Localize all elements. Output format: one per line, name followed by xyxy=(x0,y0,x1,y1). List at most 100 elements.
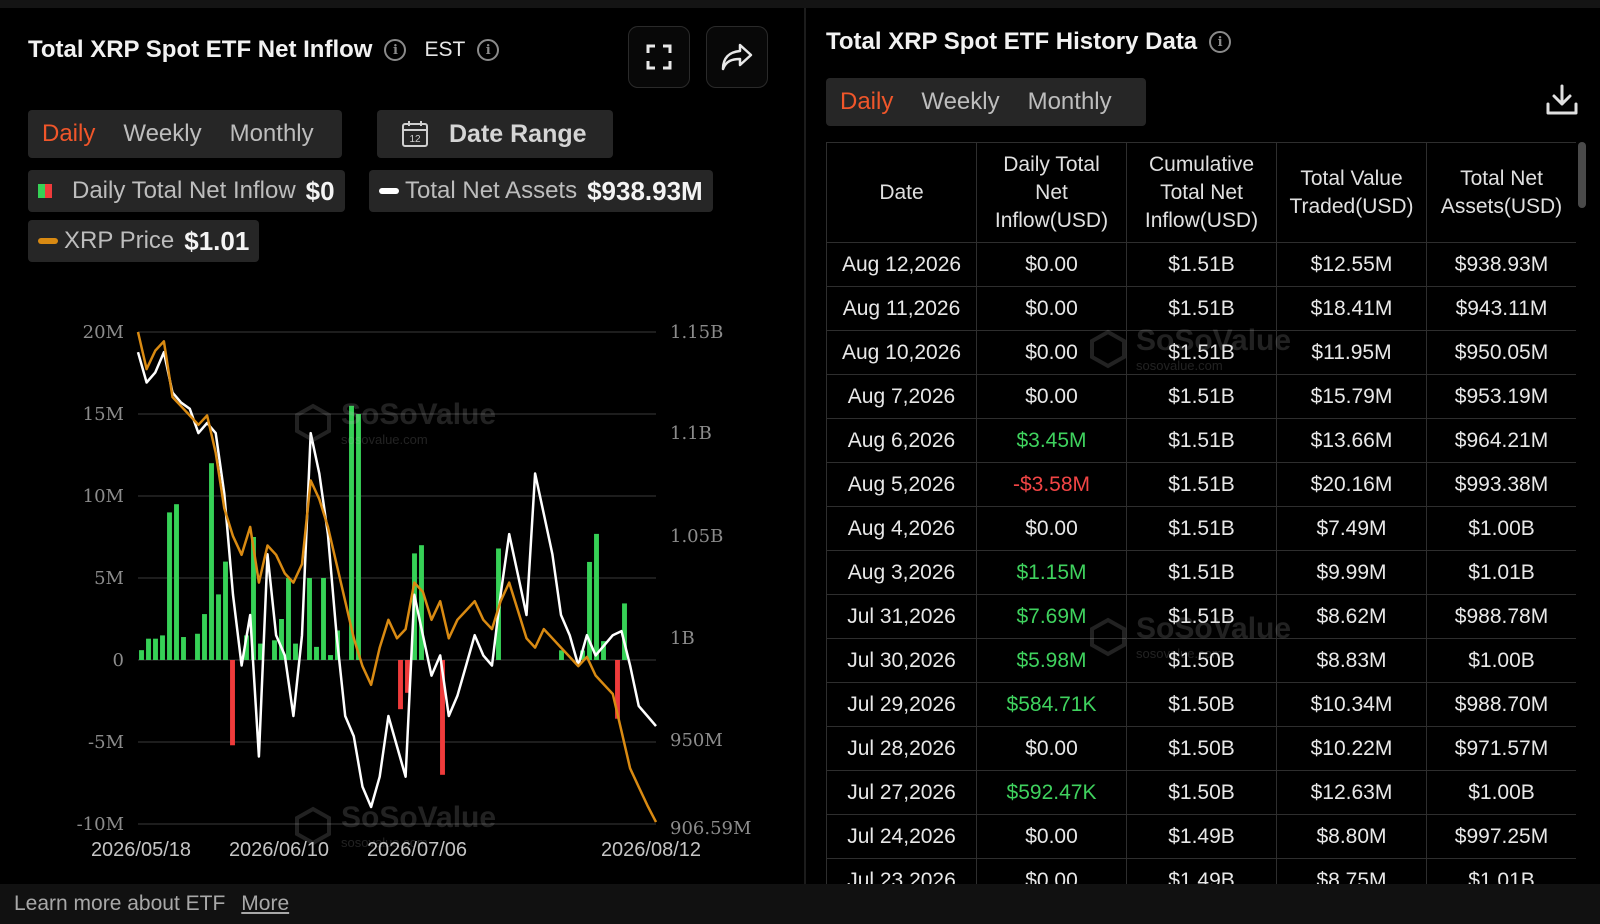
xrp-price-line xyxy=(136,331,658,823)
history-table-container[interactable]: Date Daily Total Net Inflow(USD) Cumulative T… xyxy=(826,142,1576,884)
table-row[interactable]: Aug 12,2026 $0.00 $1.51B $12.55M $938.93M xyxy=(826,242,1576,287)
inflow-bar xyxy=(587,561,592,660)
table-row[interactable]: Jul 28,2026 $0.00 $1.50B $10.22M $971.57M xyxy=(826,726,1576,771)
table-row[interactable]: Aug 3,2026 $1.15M $1.51B $9.99M $1.01B xyxy=(826,550,1576,595)
column-header-line: Daily Total xyxy=(1003,152,1100,176)
table-row[interactable]: Aug 4,2026 $0.00 $1.51B $7.49M $1.00B xyxy=(826,506,1576,551)
panel-divider xyxy=(804,8,806,884)
table-row[interactable]: Jul 29,2026 $584.71K $1.50B $10.34M $988.70M xyxy=(826,682,1576,727)
inflow-bar xyxy=(356,414,361,660)
legend-value: $938.93M xyxy=(587,175,703,206)
cell-total-traded: $8.80M xyxy=(1276,814,1427,859)
info-icon[interactable]: i xyxy=(384,39,407,61)
inflow-bar xyxy=(601,641,606,660)
cell-cumulative-inflow: $1.51B xyxy=(1126,330,1277,375)
legend-daily-inflow[interactable]: Daily Total Net Inflow $0 xyxy=(28,170,345,212)
more-link[interactable]: More xyxy=(241,892,290,915)
cell-total-traded: $13.66M xyxy=(1276,418,1427,463)
tab-weekly[interactable]: Weekly xyxy=(921,88,1000,115)
cell-date: Jul 30,2026 xyxy=(826,638,977,683)
legend-swatch xyxy=(379,188,399,194)
inflow-bar xyxy=(167,512,172,660)
table-scrollbar[interactable] xyxy=(1578,142,1586,208)
cell-daily-inflow: $0.00 xyxy=(976,242,1127,287)
inflow-bar xyxy=(405,660,410,693)
table-row[interactable]: Aug 5,2026 -$3.58M $1.51B $20.16M $993.38M xyxy=(826,462,1576,507)
cell-date: Aug 6,2026 xyxy=(826,418,977,463)
tab-monthly[interactable]: Monthly xyxy=(229,120,314,147)
inflow-bar xyxy=(349,405,354,660)
inflow-bar xyxy=(195,633,200,660)
info-icon[interactable]: i xyxy=(477,39,500,61)
table-row[interactable]: Jul 27,2026 $592.47K $1.50B $12.63M $1.00B xyxy=(826,770,1576,815)
cell-cumulative-inflow: $1.51B xyxy=(1126,506,1277,551)
y-right-tick: 1.15B xyxy=(670,322,723,343)
y-right-tick: 1.05B xyxy=(670,526,723,547)
share-button[interactable] xyxy=(706,26,768,88)
cell-total-traded: $8.83M xyxy=(1276,638,1427,683)
column-header-line: Net xyxy=(1035,180,1068,204)
cell-total-traded: $10.34M xyxy=(1276,682,1427,727)
table-row[interactable]: Jul 23,2026 $0.00 $1.49B $8.75M $1.01B xyxy=(826,858,1576,884)
inflow-bar xyxy=(328,655,333,660)
table-title: Total XRP Spot ETF History Data xyxy=(826,28,1198,55)
inflow-bar xyxy=(286,578,291,660)
legend-net-assets[interactable]: Total Net Assets $938.93M xyxy=(369,170,713,212)
inflow-bar xyxy=(202,614,207,660)
y-right-tick: 1.1B xyxy=(670,423,712,444)
cell-daily-inflow: $0.00 xyxy=(976,330,1127,375)
cell-net-assets: $950.05M xyxy=(1426,330,1576,375)
table-row[interactable]: Jul 31,2026 $7.69M $1.51B $8.62M $988.78M xyxy=(826,594,1576,639)
legend-xrp-price[interactable]: XRP Price $1.01 xyxy=(28,220,260,262)
inflow-bar xyxy=(146,638,151,660)
top-bar xyxy=(0,0,1600,8)
y-left-tick: -10M xyxy=(77,814,124,835)
legend-name: Daily Total Net Inflow xyxy=(72,177,296,204)
table-header-row: Date Daily Total Net Inflow(USD) Cumulative T… xyxy=(826,142,1576,243)
table-period-tabs: Daily Weekly Monthly xyxy=(826,78,1146,126)
cell-cumulative-inflow: $1.51B xyxy=(1126,374,1277,419)
inflow-bar xyxy=(209,463,214,660)
inflow-chart: 20M 15M 10M 5M 0 -5M -10M 1.15B 1.1B 1.05B 1B 950M 9… xyxy=(77,322,752,861)
column-header-line: Assets(USD) xyxy=(1440,194,1563,218)
tab-daily[interactable]: Daily xyxy=(840,88,894,115)
column-header: Date xyxy=(826,142,977,243)
tab-monthly[interactable]: Monthly xyxy=(1027,88,1112,115)
svg-text:12: 12 xyxy=(409,134,421,145)
chart-title: Total XRP Spot ETF Net Inflow xyxy=(28,36,373,63)
info-icon[interactable]: i xyxy=(1209,31,1232,53)
table-row[interactable]: Aug 11,2026 $0.00 $1.51B $18.41M $943.11M xyxy=(826,286,1576,331)
column-header: Total Value Traded(USD) xyxy=(1276,142,1427,243)
date-range-button[interactable]: 12 Date Range xyxy=(377,110,613,158)
footer: Learn more about ETF More xyxy=(0,884,1600,924)
inflow-bar xyxy=(258,643,263,660)
cell-total-traded: $15.79M xyxy=(1276,374,1427,419)
cell-date: Aug 4,2026 xyxy=(826,506,977,551)
share-icon xyxy=(721,43,753,71)
table-row[interactable]: Aug 10,2026 $0.00 $1.51B $11.95M $950.05M xyxy=(826,330,1576,375)
tab-weekly[interactable]: Weekly xyxy=(123,120,202,147)
tab-daily[interactable]: Daily xyxy=(42,120,96,147)
cell-net-assets: $938.93M xyxy=(1426,242,1576,287)
cell-daily-inflow: $592.47K xyxy=(976,770,1127,815)
download-button[interactable] xyxy=(1544,82,1584,122)
inflow-bar xyxy=(181,637,186,660)
cell-net-assets: $953.19M xyxy=(1426,374,1576,419)
inflow-bar xyxy=(174,504,179,660)
fullscreen-button[interactable] xyxy=(628,26,690,88)
table-row[interactable]: Aug 6,2026 $3.45M $1.51B $13.66M $964.21M xyxy=(826,418,1576,463)
x-tick: 2026/07/06 xyxy=(367,839,467,861)
cell-daily-inflow: $0.00 xyxy=(976,506,1127,551)
column-header: Total Net Assets(USD) xyxy=(1426,142,1576,243)
inflow-bar xyxy=(307,578,312,660)
table-row[interactable]: Aug 7,2026 $0.00 $1.51B $15.79M $953.19M xyxy=(826,374,1576,419)
table-row[interactable]: Jul 24,2026 $0.00 $1.49B $8.80M $997.25M xyxy=(826,814,1576,859)
watermark: SoSoValue sosovalue.com xyxy=(1088,324,1291,373)
cell-total-traded: $18.41M xyxy=(1276,286,1427,331)
watermark: SoSoValue sosovalue.com xyxy=(293,398,496,447)
table-row[interactable]: Jul 30,2026 $5.98M $1.50B $8.83M $1.00B xyxy=(826,638,1576,683)
y-left-tick: 0 xyxy=(113,650,124,671)
cell-cumulative-inflow: $1.50B xyxy=(1126,638,1277,683)
fullscreen-icon xyxy=(646,44,672,70)
cell-daily-inflow: -$3.58M xyxy=(976,462,1127,507)
